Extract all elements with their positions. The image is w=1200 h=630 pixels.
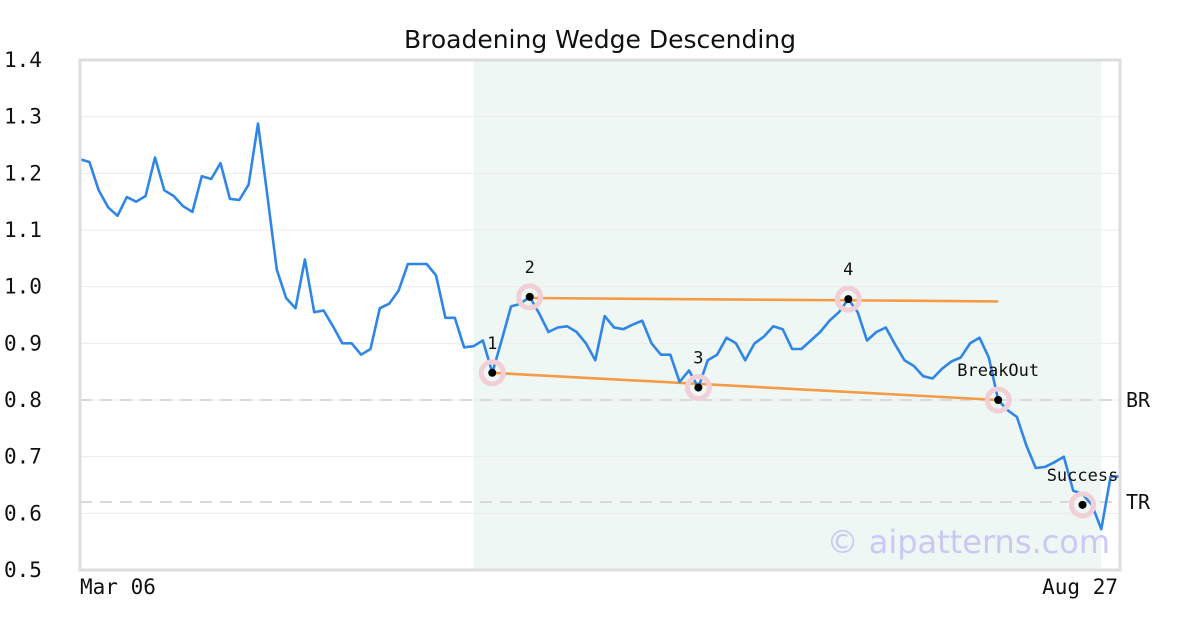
x-tick-start: Mar 06 [80,575,156,599]
y-tick-label: 1.4 [4,48,42,72]
key-point-marker-2 [525,292,534,301]
chart-title: Broadening Wedge Descending [404,25,796,54]
key-points-layer: 1 2 3 4 BreakOut Success [478,258,1119,519]
y-tick-label: 1.2 [4,161,42,185]
level-label-tr: TR [1126,490,1151,514]
key-point-label-3: 3 [693,349,703,369]
key-point-marker-breakout [994,396,1003,404]
y-tick-label: 1.3 [4,105,42,129]
key-point-halo-3 [684,374,712,402]
y-tick-label: 0.5 [4,558,42,582]
price-series-line [79,122,1120,531]
key-point-label-breakout: BreakOut [957,361,1039,381]
trendline-lower [492,371,999,402]
key-point-halo-breakout [984,386,1012,414]
level-label-br: BR [1126,388,1151,412]
y-tick-label: 0.7 [4,445,42,469]
y-tick-label: 1.1 [4,218,42,242]
key-point-label-4: 4 [843,260,853,280]
key-point-halo-1 [478,359,506,387]
key-point-halo-success [1069,491,1097,519]
y-tick-label: 0.8 [4,388,42,412]
key-point-marker-1 [488,368,497,377]
x-tick-end: Aug 27 [1042,575,1118,599]
key-point-label-2: 2 [525,258,535,278]
key-point-marker-success [1078,500,1087,509]
pattern-zone [473,60,1102,570]
watermark: © aipatterns.com [827,523,1110,561]
levels-layer: BR TR [80,388,1151,514]
key-point-halo-2 [516,283,544,311]
key-point-label-1: 1 [487,334,497,354]
key-point-marker-4 [844,295,853,304]
y-tick-label: 1.0 [4,275,42,299]
plot-frame [78,58,1122,572]
key-point-label-success: Success [1047,466,1119,486]
y-axis-ticks: 0.5 0.6 0.7 0.8 0.9 1.0 1.1 1.2 1.3 1.4 [4,48,42,582]
trendlines-layer [492,296,999,402]
y-tick-label: 0.6 [4,501,42,525]
y-tick-label: 0.9 [4,331,42,355]
pattern-zone-layer [473,60,1102,570]
key-point-halo-4 [834,285,862,313]
trendline-upper [529,296,999,303]
key-point-marker-3 [694,383,703,392]
